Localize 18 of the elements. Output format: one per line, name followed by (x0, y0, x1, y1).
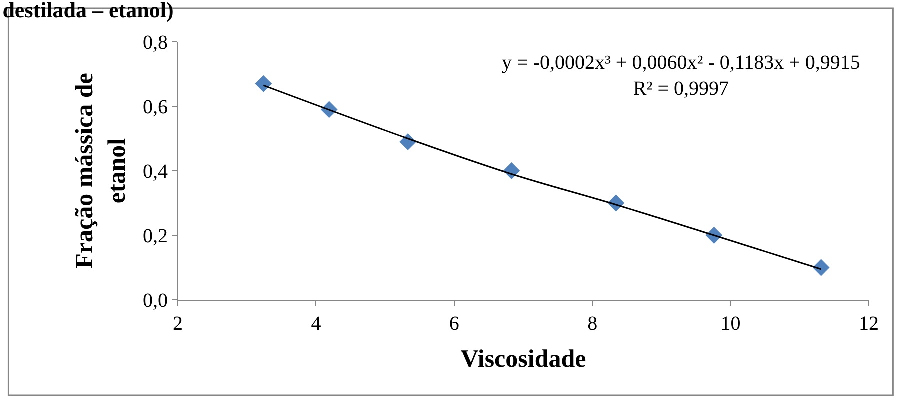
y-axis-title: Fração mássica de etanol (71, 73, 131, 269)
chart-title: destilada – etanol) (2, 0, 174, 22)
x-tick-label: 12 (859, 313, 879, 335)
x-tick-label: 2 (173, 313, 183, 335)
annotation: R² = 0,9997 (633, 78, 730, 100)
y-tick-label: 0,8 (143, 32, 168, 54)
x-axis-title: Viscosidade (460, 346, 586, 373)
y-tick-label: 0,6 (143, 96, 168, 118)
x-tick-label: 8 (588, 313, 598, 335)
point (255, 75, 272, 92)
x-tick-label: 4 (311, 313, 322, 335)
annotation: y = -0,0002x³ + 0,0060x² - 0,1183x + 0,9915 (502, 52, 860, 74)
point (812, 259, 830, 276)
x-tick-label: 10 (720, 313, 741, 335)
y-tick-label: 0,2 (143, 226, 168, 248)
y-tick-label: 0,0 (143, 290, 168, 312)
y-tick-label: 0,4 (143, 161, 168, 183)
x-tick-label: 6 (449, 313, 460, 335)
